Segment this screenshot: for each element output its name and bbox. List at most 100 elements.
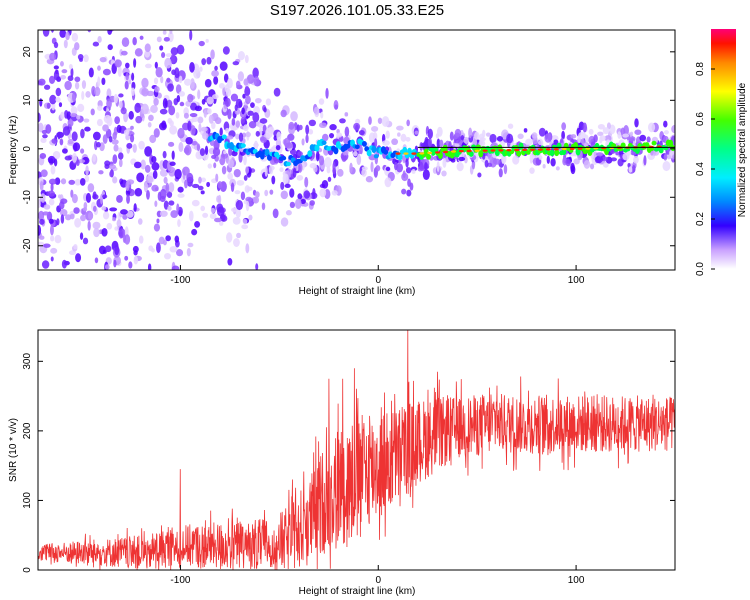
spectrogram-cell	[151, 156, 157, 163]
spectrogram-cell	[337, 168, 344, 177]
spectrogram-cell	[132, 245, 139, 253]
spectrogram-cell	[193, 68, 201, 79]
spectrogram-cell	[38, 78, 46, 86]
spectrogram-cell	[59, 138, 64, 146]
spectrogram-cell	[315, 150, 320, 162]
spectrogram-cell	[173, 18, 176, 22]
spectrogram-cell	[40, 169, 48, 178]
spectrogram-cell	[409, 182, 414, 191]
spectrogram-cell	[606, 122, 611, 130]
colorbar-tick-label: 0.8	[695, 62, 706, 76]
spectrogram-cell	[167, 117, 173, 124]
spectrogram-cell	[57, 194, 62, 199]
spectrogram-cell	[99, 56, 107, 63]
spectrogram-cell	[177, 11, 183, 16]
spectrogram-cell	[179, 101, 185, 107]
spectrogram-cell	[550, 157, 556, 167]
spectrogram-cell	[134, 102, 141, 113]
spectrogram-cell	[73, 207, 80, 214]
spectrogram-cell	[484, 159, 489, 168]
x-tick-label: 0	[375, 575, 381, 586]
spectrogram-cell	[118, 93, 124, 98]
spectrogram-cell	[178, 141, 184, 153]
spectrogram-cell	[191, 141, 198, 146]
spectrogram-cell	[441, 170, 447, 177]
spectrogram-cell	[163, 36, 170, 42]
spectrogram-cell	[49, 224, 54, 236]
spectrogram-cell	[517, 133, 524, 140]
spectrogram-cell	[186, 247, 191, 257]
spectrogram-peak-cell	[458, 149, 464, 153]
spectrogram-cell	[217, 181, 223, 189]
spectrogram-cell	[165, 182, 170, 194]
spectrogram-cell	[252, 67, 259, 79]
spectrogram-cell	[202, 212, 209, 218]
spectrogram-cell	[234, 190, 241, 195]
snr-y-ticks: 0 100 200 300	[22, 353, 675, 573]
spectrogram-cell	[114, 226, 120, 231]
spectrogram-cell	[124, 80, 129, 90]
spectrogram-cell	[125, 62, 130, 69]
spectrogram-cell	[424, 162, 428, 171]
spectrogram-cell	[283, 137, 291, 148]
spectrogram-cell	[207, 163, 213, 169]
spectrogram-cell	[349, 162, 353, 174]
spectrogram-cell	[496, 136, 504, 142]
spectrogram-cell	[97, 36, 102, 43]
chart-title: S197.2026.101.05.33.E25	[270, 2, 444, 19]
spectrogram-cell	[174, 235, 180, 243]
spectrogram-cell	[456, 162, 464, 172]
spectrogram-cell	[162, 289, 169, 299]
spectrogram-peak-cell	[577, 147, 583, 150]
spectrogram-cell	[492, 158, 501, 165]
spectrogram-cell	[198, 176, 202, 184]
spectrogram-cell	[161, 52, 166, 59]
spectrogram-cell	[263, 107, 267, 113]
spectrogram-cell	[159, 45, 164, 51]
spectrogram-cell	[201, 58, 207, 66]
spectrogram-cell	[382, 140, 390, 146]
spectrogram-peak-cell	[553, 147, 559, 151]
spectrogram-cell	[106, 222, 113, 230]
spectrogram-cell	[391, 138, 399, 146]
colorbar-tick-label: 0.2	[695, 212, 706, 226]
spectrogram-cell	[177, 186, 184, 193]
spectrogram-cell	[53, 70, 60, 81]
spectrogram-cell	[53, 41, 59, 49]
spectrogram-cell	[297, 151, 303, 157]
spectrogram-cell	[67, 138, 74, 145]
spectrogram-cell	[405, 158, 409, 168]
spectrogram-cell	[215, 173, 219, 182]
spectrogram-cell	[84, 306, 88, 317]
spectrogram-cell	[264, 166, 268, 177]
spectrogram-cell	[75, 253, 82, 263]
spectrogram-cell	[213, 76, 219, 85]
spectrogram-cell	[57, 131, 61, 140]
spectrogram-peak-cell	[482, 149, 488, 152]
colorbar-tick-label: 0.4	[695, 162, 706, 176]
spectrogram-cell	[170, 53, 175, 64]
spectrogram-cell	[507, 123, 514, 129]
spectrogram-cell	[65, 214, 72, 221]
spectrogram-cell	[38, 122, 44, 133]
spectrogram-cell	[304, 176, 309, 188]
spectrogram-cell	[512, 155, 520, 165]
spectrogram-cell	[321, 133, 329, 142]
spectrogram-cell	[523, 128, 528, 133]
spectrogram-cell	[232, 61, 240, 66]
spectrogram-ridge-cell	[561, 148, 567, 156]
spectrogram-cell	[132, 37, 137, 46]
spectrogram-ridge-cell	[281, 155, 287, 161]
spectrogram-cell	[40, 137, 47, 144]
spectrogram-cell	[339, 118, 346, 124]
spectrogram-cell	[80, 128, 85, 139]
spectrogram-cell	[663, 130, 669, 135]
spectrogram-cell	[144, 164, 151, 173]
spectrogram-cell	[53, 65, 59, 70]
y-tick-label: -10	[22, 190, 33, 205]
spectrogram-ridge-cell	[651, 140, 657, 146]
spectrogram-cell	[405, 136, 411, 142]
spectrogram-ridge-cell	[663, 145, 669, 151]
spectrogram-cell	[92, 153, 96, 163]
spectrogram-cell	[615, 151, 620, 156]
